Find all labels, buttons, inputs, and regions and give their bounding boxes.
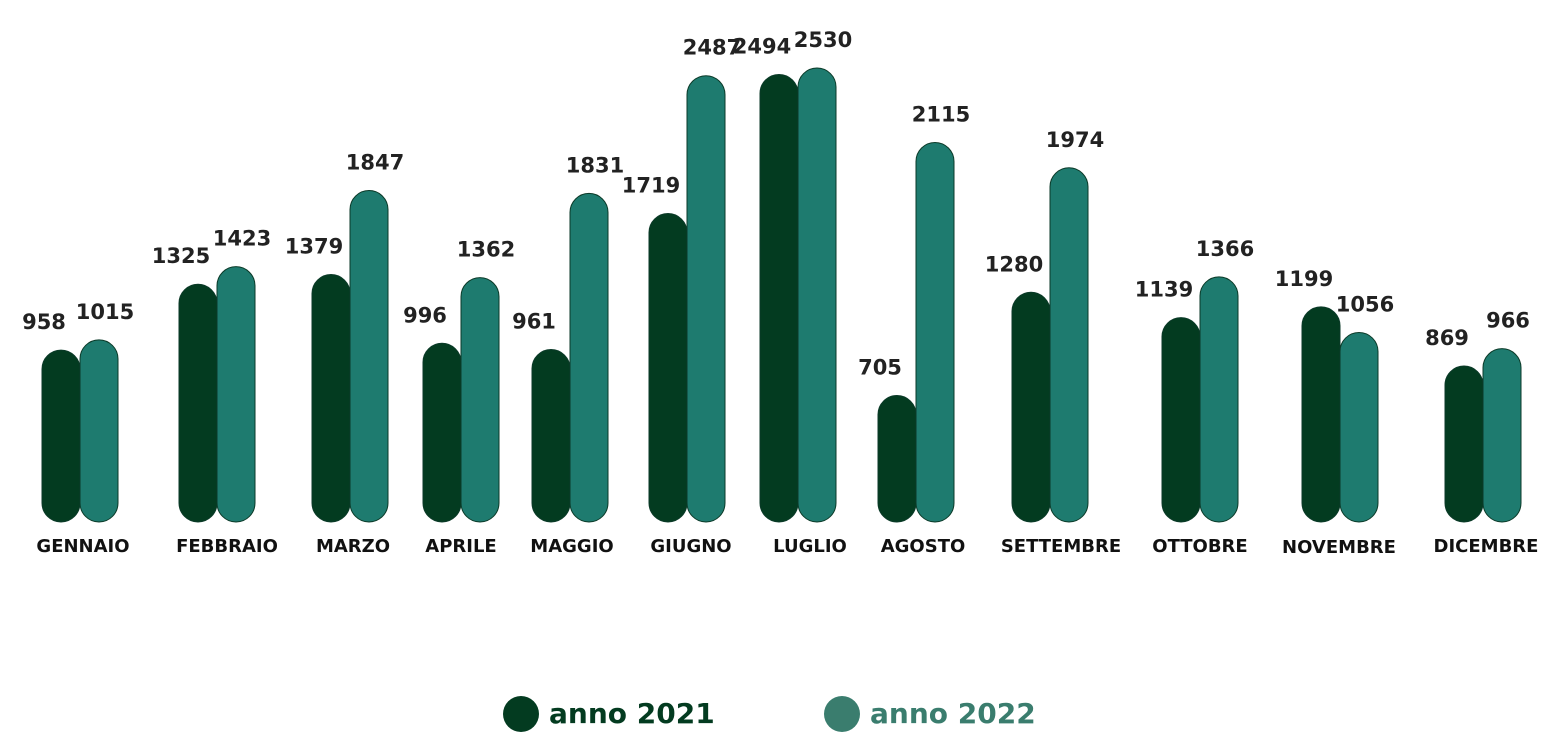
value-label: 1423 — [213, 227, 271, 251]
bar — [648, 213, 688, 523]
value-label: 958 — [22, 310, 66, 334]
x-tick-label: GIUGNO — [650, 536, 731, 557]
x-tick-label: GENNAIO — [36, 536, 129, 557]
value-label: 1056 — [1336, 293, 1394, 317]
value-label: 2530 — [794, 28, 852, 52]
value-label: 2487 — [683, 36, 741, 60]
bar — [686, 75, 726, 523]
x-tick-label: OTTOBRE — [1152, 536, 1247, 557]
bar — [216, 266, 256, 523]
bar — [797, 67, 837, 523]
value-label: 996 — [403, 303, 447, 327]
x-tick-label: AGOSTO — [881, 536, 966, 557]
x-tick-label: LUGLIO — [773, 536, 847, 557]
value-label: 1847 — [346, 151, 404, 175]
value-label: 1325 — [152, 244, 210, 268]
bar — [178, 283, 218, 523]
x-tick-label: MARZO — [316, 536, 390, 557]
bar — [1161, 317, 1201, 523]
legend-label: anno 2022 — [870, 697, 1036, 730]
x-tick-label: DICEMBRE — [1434, 536, 1539, 557]
legend-label: anno 2021 — [549, 697, 715, 730]
value-label: 2494 — [733, 34, 791, 58]
x-tick-label: SETTEMBRE — [1001, 536, 1121, 557]
bar — [1339, 332, 1379, 523]
value-label: 1015 — [76, 300, 134, 324]
x-tick-label: APRILE — [425, 536, 496, 557]
bar — [41, 349, 81, 523]
value-label: 1280 — [985, 252, 1043, 276]
x-tick-label: FEBBRAIO — [176, 536, 278, 557]
value-label: 1366 — [1196, 237, 1254, 261]
x-tick-label: MAGGIO — [530, 536, 613, 557]
bar — [1444, 365, 1484, 523]
value-label: 1831 — [566, 153, 624, 177]
value-label: 961 — [512, 310, 556, 334]
legend-swatch — [824, 696, 860, 732]
value-label: 966 — [1486, 309, 1530, 333]
legend-swatch — [503, 696, 539, 732]
bar — [422, 342, 462, 523]
bar — [460, 277, 500, 523]
bar — [1301, 306, 1341, 523]
bar — [79, 339, 119, 523]
bar — [311, 274, 351, 523]
x-tick-label: NOVEMBRE — [1282, 537, 1396, 558]
value-label: 705 — [858, 355, 902, 379]
bar — [349, 190, 389, 523]
bar — [1049, 167, 1089, 523]
bar — [759, 73, 799, 523]
bar — [915, 141, 955, 523]
bar — [569, 192, 609, 523]
value-label: 1199 — [1275, 267, 1333, 291]
bar — [1482, 348, 1522, 523]
bar — [1011, 291, 1051, 523]
value-label: 2115 — [912, 102, 970, 126]
value-label: 1362 — [457, 238, 515, 262]
value-label: 869 — [1425, 326, 1469, 350]
bar — [531, 349, 571, 523]
value-label: 1974 — [1046, 128, 1104, 152]
bar — [877, 394, 917, 523]
value-label: 1379 — [285, 235, 343, 259]
value-label: 1139 — [1135, 278, 1193, 302]
bar — [1199, 276, 1239, 523]
value-label: 1719 — [622, 174, 680, 198]
